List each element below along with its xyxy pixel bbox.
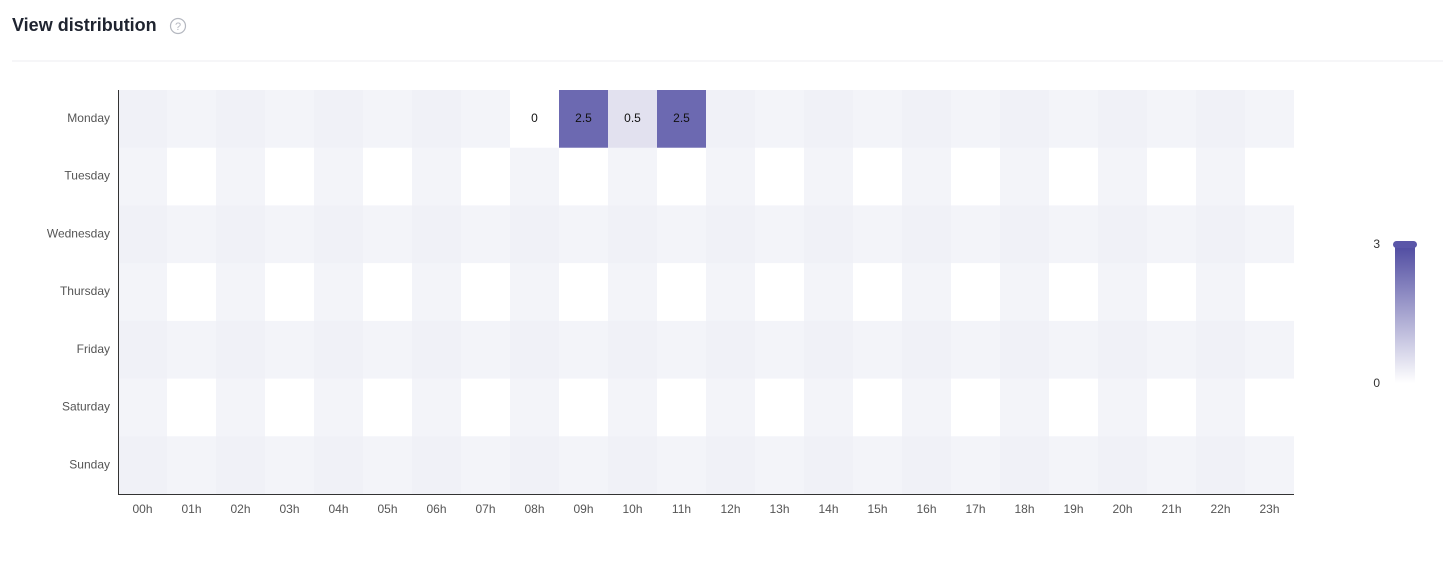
x-tick-label: 15h bbox=[867, 502, 887, 516]
x-tick-label: 22h bbox=[1210, 502, 1230, 516]
heat-cell bbox=[510, 90, 559, 148]
heat-cell bbox=[657, 90, 706, 148]
y-tick-label: Wednesday bbox=[47, 226, 110, 240]
x-tick-label: 21h bbox=[1161, 502, 1181, 516]
help-icon[interactable]: ? bbox=[169, 17, 187, 35]
split-areas bbox=[118, 90, 1294, 494]
col-band bbox=[510, 90, 559, 494]
col-band bbox=[118, 90, 167, 494]
visual-map-handle[interactable] bbox=[1393, 241, 1417, 248]
visual-map-bar bbox=[1395, 245, 1415, 383]
cells: 0 2.5 0.5 2.5 bbox=[510, 90, 706, 148]
visual-map-min: 0 bbox=[1373, 376, 1380, 390]
heat-cell bbox=[608, 90, 657, 148]
x-tick-label: 08h bbox=[524, 502, 544, 516]
col-band bbox=[706, 90, 755, 494]
visual-map-max: 3 bbox=[1373, 237, 1380, 251]
x-tick-label: 13h bbox=[769, 502, 789, 516]
cell-label: 2.5 bbox=[673, 111, 690, 125]
col-band bbox=[1196, 90, 1245, 494]
x-tick-label: 16h bbox=[916, 502, 936, 516]
x-tick-label: 04h bbox=[328, 502, 348, 516]
col-band bbox=[804, 90, 853, 494]
cell-label: 0.5 bbox=[624, 111, 641, 125]
col-band bbox=[216, 90, 265, 494]
chart-title: View distribution bbox=[12, 15, 157, 35]
cell-label: 2.5 bbox=[575, 111, 592, 125]
x-tick-label: 19h bbox=[1063, 502, 1083, 516]
cell-label: 0 bbox=[531, 111, 538, 125]
x-tick-label: 03h bbox=[279, 502, 299, 516]
x-tick-label: 18h bbox=[1014, 502, 1034, 516]
y-tick-label: Sunday bbox=[69, 457, 110, 471]
col-band bbox=[1098, 90, 1147, 494]
x-tick-label: 00h bbox=[132, 502, 152, 516]
svg-text:?: ? bbox=[175, 21, 181, 33]
x-tick-label: 10h bbox=[622, 502, 642, 516]
y-tick-label: Friday bbox=[77, 342, 110, 356]
y-tick-label: Monday bbox=[67, 111, 110, 125]
heat-cell bbox=[559, 90, 608, 148]
x-tick-label: 06h bbox=[426, 502, 446, 516]
x-tick-label: 14h bbox=[818, 502, 838, 516]
y-tick-label: Saturday bbox=[62, 400, 110, 414]
x-tick-label: 20h bbox=[1112, 502, 1132, 516]
x-tick-label: 23h bbox=[1259, 502, 1279, 516]
col-band bbox=[902, 90, 951, 494]
x-tick-label: 11h bbox=[672, 502, 691, 516]
col-band bbox=[1000, 90, 1049, 494]
x-tick-label: 09h bbox=[573, 502, 593, 516]
x-tick-label: 12h bbox=[720, 502, 740, 516]
y-tick-label: Tuesday bbox=[64, 169, 110, 183]
x-tick-label: 02h bbox=[230, 502, 250, 516]
col-band bbox=[412, 90, 461, 494]
x-tick-label: 05h bbox=[377, 502, 397, 516]
x-tick-label: 01h bbox=[181, 502, 201, 516]
x-tick-label: 07h bbox=[475, 502, 495, 516]
col-band bbox=[314, 90, 363, 494]
x-tick-label: 17h bbox=[965, 502, 985, 516]
y-tick-label: Thursday bbox=[60, 284, 110, 298]
col-band bbox=[608, 90, 657, 494]
